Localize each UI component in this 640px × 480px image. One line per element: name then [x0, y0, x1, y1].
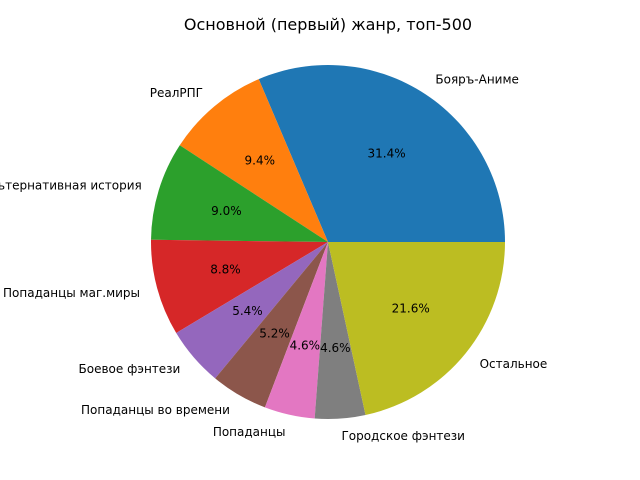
slice-label: Городское фэнтези: [341, 429, 465, 443]
pie-slice: [176, 242, 328, 379]
slice-label: Остальное: [480, 357, 548, 371]
slice-percent-label: 5.2%: [259, 327, 290, 341]
pie-slice: [258, 65, 505, 243]
pie-slice: [328, 242, 506, 415]
slice-label: Попаданцы маг.миры: [3, 286, 140, 300]
slice-label: Альтернативная история: [0, 178, 142, 192]
slice-percent-label: 9.0%: [211, 204, 242, 218]
pie-slice: [314, 242, 366, 420]
pie-slice: [179, 79, 328, 243]
slice-label: РеалРПГ: [150, 86, 203, 100]
chart-title: Основной (первый) жанр, топ-500: [184, 15, 472, 34]
slice-percent-label: 4.6%: [320, 341, 351, 355]
slice-labels: Бояръ-Аниме РеалРПГ Альтернативная история…: [0, 73, 547, 444]
pie-slice: [215, 242, 328, 408]
slice-label: Попаданцы: [213, 425, 286, 439]
pie-slice: [151, 239, 328, 334]
slice-percent-label: 5.4%: [232, 304, 263, 318]
slice-percent-label: 9.4%: [245, 154, 276, 168]
slice-percent-label: 21.6%: [392, 302, 430, 316]
slice-percent-labels: 31.4%9.4%9.0%8.8%5.4%5.2%4.6% 4.6%21.6%: [210, 146, 430, 355]
pie-slices: [151, 65, 506, 420]
slice-percent-label: 8.8%: [210, 263, 241, 277]
slice-label: Бояръ-Аниме: [435, 73, 519, 87]
pie-slice: [264, 242, 328, 419]
slice-label: Попаданцы во времени: [81, 403, 230, 417]
slice-percent-label: 4.6%: [290, 339, 321, 353]
slice-label: Боевое фэнтези: [79, 362, 181, 376]
pie-slice: [151, 145, 328, 242]
slice-percent-label: 31.4%: [368, 146, 406, 160]
